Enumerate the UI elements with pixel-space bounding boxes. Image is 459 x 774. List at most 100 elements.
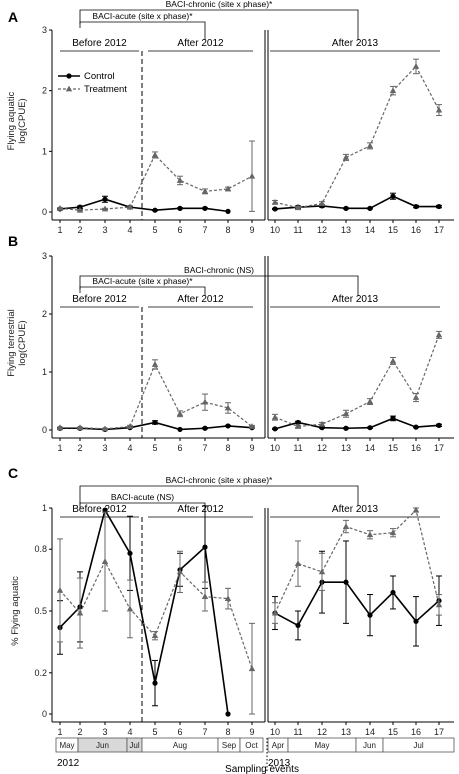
panel-letter: A xyxy=(8,9,18,25)
x-tick-label: 4 xyxy=(127,443,132,453)
x-tick-label: 3 xyxy=(102,225,107,235)
phase-label: After 2012 xyxy=(177,294,224,305)
treatment-point xyxy=(435,331,443,338)
control-point xyxy=(202,205,208,211)
treatment-point xyxy=(389,529,397,536)
treatment-point xyxy=(366,398,374,404)
month-bar: May Jun Jul Aug Sep Oct Apr May Jun Jul 2012 2013 xyxy=(55,737,455,772)
x-tick-label: 6 xyxy=(177,727,182,737)
control-point xyxy=(272,426,278,432)
panel-letter: C xyxy=(8,465,18,481)
treatment-point xyxy=(389,357,397,364)
series-line xyxy=(274,65,440,209)
treatment-point xyxy=(412,63,420,69)
x-tick-label: 2 xyxy=(77,225,82,235)
phase-label: Before 2012 xyxy=(72,504,127,515)
treatment-point xyxy=(101,558,109,564)
y-tick-label: 0.5 xyxy=(34,606,47,616)
control-point xyxy=(225,208,231,214)
x-tick-label: 7 xyxy=(202,443,207,453)
control-point xyxy=(152,207,158,213)
x-tick-label: 12 xyxy=(317,225,327,235)
x-tick-label: 3 xyxy=(102,727,107,737)
month-label: Sep xyxy=(222,741,237,750)
x-tick-label: 10 xyxy=(270,727,280,737)
y-tick-label: 2 xyxy=(42,309,47,319)
treatment-point xyxy=(126,605,134,612)
treatment-point xyxy=(248,423,256,429)
y-tick-label: 3 xyxy=(42,251,47,261)
treatment-point xyxy=(101,205,109,212)
treatment-point xyxy=(435,601,443,608)
bracket-label: BACI-acute (NS) xyxy=(111,492,174,502)
control-series xyxy=(57,192,442,214)
control-point xyxy=(152,419,158,426)
treatment-point xyxy=(76,609,84,616)
treatment-point xyxy=(294,423,302,429)
treatment-point xyxy=(201,398,209,405)
series-line xyxy=(274,334,440,428)
x-tick-label: 7 xyxy=(202,727,207,737)
x-tick-label: 2 xyxy=(77,727,82,737)
legend: Control Treatment xyxy=(58,71,127,95)
x-tick-label: 9 xyxy=(249,443,254,453)
treatment-point xyxy=(56,587,64,593)
x-tick-label: 5 xyxy=(152,225,157,235)
legend-treatment-label: Treatment xyxy=(84,84,127,95)
treatment-point xyxy=(271,609,279,616)
x-tick-label: 5 xyxy=(152,727,157,737)
x-tick-label: 13 xyxy=(341,443,351,453)
panel-c: C00.20.50.811 2 3 4 5 6 7 8 9 10 11 12 13 14 15 16 17% F… xyxy=(8,465,454,737)
treatment-point xyxy=(201,187,209,194)
control-point xyxy=(152,680,158,686)
control-point xyxy=(390,415,396,421)
treatment-point xyxy=(224,185,232,192)
treatment-point xyxy=(342,523,350,529)
treatment-point xyxy=(101,425,109,432)
x-tick-label: 13 xyxy=(341,727,351,737)
bracket-line xyxy=(79,502,206,509)
control-point xyxy=(295,622,301,629)
x-tick-label: 14 xyxy=(365,727,375,737)
month-label: Oct xyxy=(245,741,258,750)
x-tick-label: 8 xyxy=(225,727,230,737)
bracket-label: BACI-chronic (site x phase)* xyxy=(166,475,273,485)
series-line xyxy=(274,581,440,627)
month-cell xyxy=(382,737,455,753)
treatment-point xyxy=(176,410,184,417)
x-tick-label: 1 xyxy=(57,727,62,737)
y-tick-label: 0 xyxy=(42,207,47,217)
phase-label: After 2013 xyxy=(332,294,379,305)
bracket-line xyxy=(79,21,206,40)
month-cell xyxy=(239,737,264,753)
treatment-point xyxy=(412,506,420,513)
control-point xyxy=(177,205,183,211)
phase-label: Before 2012 xyxy=(72,38,127,49)
treatment-point xyxy=(201,593,209,599)
control-series xyxy=(57,505,442,717)
x-tick-label: 16 xyxy=(411,727,421,737)
x-tick-label: 7 xyxy=(202,225,207,235)
phase-label: After 2013 xyxy=(332,504,379,515)
x-tick-label: 2 xyxy=(77,443,82,453)
control-point xyxy=(413,618,419,624)
x-tick-label: 5 xyxy=(152,443,157,453)
y-axis-label: Flying aquatic xyxy=(6,91,17,150)
treatment-point xyxy=(318,420,326,427)
bracket-line xyxy=(79,485,359,506)
treatment-series xyxy=(56,506,443,715)
treatment-point xyxy=(389,87,397,94)
treatment-point xyxy=(271,198,279,205)
treatment-point xyxy=(248,172,256,179)
x-tick-label: 6 xyxy=(177,225,182,235)
treatment-point xyxy=(126,423,134,429)
treatment-point xyxy=(151,151,159,158)
month-label: May xyxy=(314,741,329,750)
series-line xyxy=(274,508,440,614)
y-axis-label: Flying terrestrial xyxy=(6,309,17,377)
y-axis-label: log(CPUE) xyxy=(17,320,28,365)
phase-label: After 2013 xyxy=(332,38,379,49)
y-tick-label: 0.2 xyxy=(34,668,47,678)
control-point xyxy=(413,424,419,430)
